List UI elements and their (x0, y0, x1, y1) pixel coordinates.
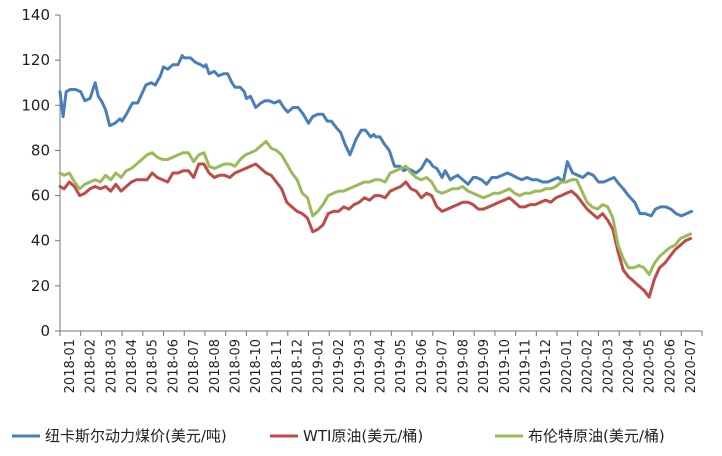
y-tick-label: 20 (31, 277, 50, 295)
x-tick-label: 2018-07 (187, 339, 202, 393)
legend-label-2: WTI原油(美元/桶) (303, 427, 423, 445)
x-tick-label: 2019-12 (539, 339, 554, 393)
x-tick-label: 2018-11 (270, 339, 285, 393)
x-tick-label: 2019-05 (394, 339, 409, 393)
y-tick-label: 80 (31, 141, 50, 159)
x-tick-label: 2019-11 (518, 339, 533, 393)
y-tick-label: 100 (21, 96, 50, 114)
x-tick-label: 2020-03 (601, 339, 616, 393)
series-line-1 (58, 54, 694, 218)
x-tick-label: 2019-01 (311, 339, 326, 393)
legend: 纽卡斯尔动力煤价(美元/吨) WTI原油(美元/桶) 布伦特原油(美元/桶) (12, 427, 665, 445)
y-tick-label: 40 (31, 232, 50, 250)
x-tick-label: 2020-04 (622, 339, 637, 393)
x-tick-label: 2020-07 (684, 339, 699, 393)
x-tick-label: 2018-12 (291, 339, 306, 393)
x-tick-label: 2019-10 (498, 339, 513, 393)
y-axis-tick-labels: 0 20 40 60 80 100 120 140 (21, 6, 50, 340)
x-tick-label: 2020-05 (643, 339, 658, 393)
x-tick-label: 2019-06 (415, 339, 430, 393)
x-tick-label: 2019-04 (374, 339, 389, 393)
x-tick-label: 2018-10 (249, 339, 264, 393)
x-tick-label: 2019-02 (332, 339, 347, 393)
x-tick-label: 2020-02 (581, 339, 596, 393)
x-tick-label: 2018-01 (63, 339, 78, 393)
series-line-3 (58, 139, 693, 277)
x-tick-label: 2018-02 (84, 339, 99, 393)
x-tick-label: 2020-06 (663, 339, 678, 393)
x-tick-label: 2018-04 (125, 339, 140, 393)
x-tick-label: 2018-09 (229, 339, 244, 393)
x-tick-label: 2018-03 (104, 339, 119, 393)
x-tick-label: 2018-08 (208, 339, 223, 393)
legend-label-3: 布伦特原油(美元/桶) (528, 427, 665, 445)
x-tick-label: 2018-06 (166, 339, 181, 393)
x-axis-tick-labels: 2018-01 2018-02 2018-03 2018-04 2018-05 2018-… (63, 339, 699, 393)
x-tick-label: 2019-09 (477, 339, 492, 393)
x-tick-label: 2019-07 (436, 339, 451, 393)
x-tick-label: 2019-03 (353, 339, 368, 393)
y-tick-label: 140 (21, 6, 50, 24)
y-tick-label: 0 (40, 322, 50, 340)
legend-label-1: 纽卡斯尔动力煤价(美元/吨) (45, 427, 227, 445)
x-tick-label: 2020-01 (560, 339, 575, 393)
y-tick-label: 60 (31, 187, 50, 205)
x-tick-label: 2019-08 (456, 339, 471, 393)
series-line-2 (58, 162, 693, 299)
series-lines (58, 54, 694, 299)
y-tick-label: 120 (21, 51, 50, 69)
x-tick-label: 2018-05 (146, 339, 161, 393)
